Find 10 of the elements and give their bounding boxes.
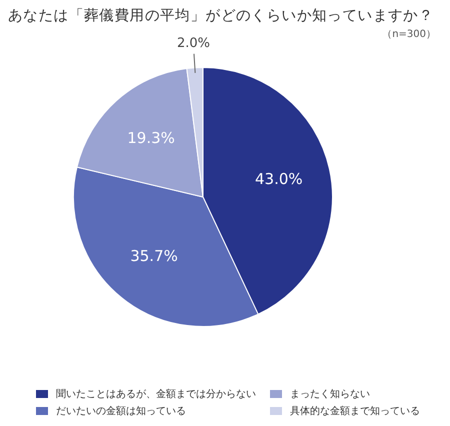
legend-label: 聞いたことはあるが、金額までは分からない: [56, 388, 256, 401]
data-label: 43.0%: [255, 170, 303, 188]
data-label: 19.3%: [127, 129, 175, 148]
legend-label: 具体的な金額まで知っている: [290, 404, 420, 418]
text: （n=300）: [382, 28, 436, 41]
legend-label: まったく知らない: [290, 388, 370, 401]
legend-label: だいたいの金額は知っている: [56, 404, 186, 418]
data-label: 35.7%: [130, 247, 178, 266]
chart-title: あなたは「葬儀費用の平均」がどのくらいか知っていますか？: [8, 7, 434, 25]
data-label: 2.0%: [176, 36, 210, 52]
